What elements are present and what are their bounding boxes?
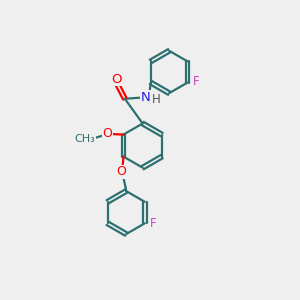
Text: F: F: [193, 76, 200, 88]
Text: O: O: [112, 73, 122, 86]
Text: O: O: [116, 165, 126, 178]
Text: N: N: [141, 91, 150, 104]
Text: O: O: [103, 127, 112, 140]
Text: CH₃: CH₃: [75, 134, 96, 144]
Text: F: F: [150, 218, 157, 230]
Text: H: H: [152, 93, 161, 106]
